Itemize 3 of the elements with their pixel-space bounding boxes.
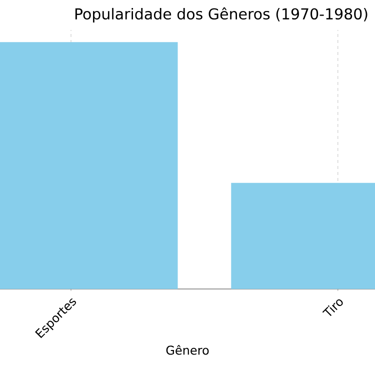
- chart-title: Popularidade dos Gêneros (1970-1980): [75, 7, 368, 22]
- x-tick-label: Tiro: [322, 299, 343, 316]
- x-axis-title: Gênero: [166, 344, 209, 355]
